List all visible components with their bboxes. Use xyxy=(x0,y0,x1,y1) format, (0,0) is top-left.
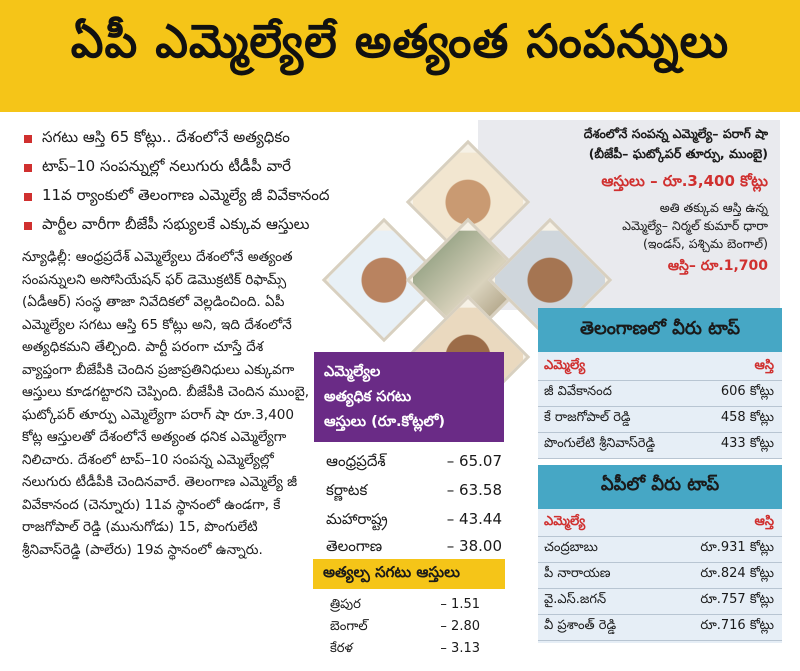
mla-asset: రూ.716 కోట్లు xyxy=(700,618,774,633)
mla-name: జీ వివేకానంద xyxy=(544,384,612,399)
telangana-table-header xyxy=(538,308,782,352)
state-avg-row: కర్ణాటక – 63.58 xyxy=(326,481,502,503)
mla-asset: రూ.931 కోట్లు xyxy=(700,540,774,555)
table-row: చంద్రబాబు రూ.931 కోట్లు xyxy=(538,536,782,563)
avg-assets-title-line: ఆస్తులు (రూ.కోట్లలో) xyxy=(324,414,446,430)
table-header-row: ఎమ్మెల్యే ఆస్తి xyxy=(538,510,782,537)
mla-asset: రూ.757 కోట్లు xyxy=(700,592,774,607)
bullet-text: పార్టీల వారీగా బీజేపీ సభ్యులకే ఎక్కువ ఆస… xyxy=(42,215,310,233)
lowest-avg-title: అత్యల్ప సగటు ఆస్తులు xyxy=(323,563,460,581)
mla-asset: రూ.824 కోట్లు xyxy=(700,566,774,581)
lowest-avg-row: బెంగాల్‌ – 2.80 xyxy=(330,619,480,637)
table-row: కే రాజగోపాల్‌ రెడ్డి 458 కోట్లు xyxy=(538,406,782,433)
table-row: పొంగులేటి శ్రీనివాస్‌రెడ్డి 433 కోట్లు xyxy=(538,432,782,459)
state-value: – 3.13 xyxy=(440,641,480,656)
state-name: తెలంగాణ xyxy=(326,537,383,555)
state-value: – 65.07 xyxy=(446,452,502,470)
lowest-asset-value: ఆస్తి– రూ.1,700 xyxy=(667,258,768,274)
bullet-item: సగటు ఆస్తి 65 కోట్లు.. దేశంలోనే అత్యధికం xyxy=(24,128,290,150)
state-name: కర్ణాటక xyxy=(326,481,368,499)
page-headline: ఏపీ ఎమ్మెల్యేలే అత్యంత సంపన్నులు xyxy=(70,14,730,68)
table-header-row: ఎమ్మెల్యే ఆస్తి xyxy=(538,354,782,381)
lowest-asset-intro: అతి తక్కువ ఆస్తి ఉన్న xyxy=(659,200,768,215)
table-row: వీ ప్రశాంత్‌ రెడ్డి రూ.716 కోట్లు xyxy=(538,614,782,641)
avg-assets-header xyxy=(314,352,504,442)
bullet-square-icon xyxy=(24,222,32,230)
state-name: కేరళ xyxy=(330,641,353,656)
mla-name: వై.ఎస్‌.జగన్‌ xyxy=(544,592,607,607)
bullet-text: టాప్‌–10 సంపన్నుల్లో నలుగురు టీడీపీ వారే xyxy=(42,157,292,175)
state-value: – 1.51 xyxy=(440,597,480,612)
table-row: పీ నారాయణ రూ.824 కోట్లు xyxy=(538,562,782,589)
state-value: – 63.58 xyxy=(446,481,502,499)
lowest-avg-row: త్రిపుర – 1.51 xyxy=(330,597,480,615)
avg-assets-title-line: ఎమ్మెల్యేల xyxy=(324,364,381,380)
state-name: బెంగాల్‌ xyxy=(330,619,368,634)
ap-table-title: ఏపీలో వీరు టాప్‌ xyxy=(600,474,720,495)
state-avg-row: ఆంధ్రప్రదేశ్‌ – 65.07 xyxy=(326,452,502,474)
mla-asset: 606 కోట్లు xyxy=(720,384,774,399)
state-name: త్రిపుర xyxy=(330,597,361,612)
mla-asset: 433 కోట్లు xyxy=(720,436,774,451)
table-row: వై.ఎస్‌.జగన్‌ రూ.757 కోట్లు xyxy=(538,588,782,615)
telangana-table-bg xyxy=(538,352,782,458)
col-header-mla: ఎమ్మెల్యే xyxy=(544,514,586,529)
bullet-square-icon xyxy=(24,164,32,172)
richest-mla-panel: దేశంలోనే సంపన్న ఎమ్మెల్యే– పరాగ్‌ షా (బీ… xyxy=(478,120,780,310)
state-name: ఆంధ్రప్రదేశ్‌ xyxy=(326,452,386,470)
col-header-asset: ఆస్తి xyxy=(754,514,774,529)
state-name: మహారాష్ట్ర xyxy=(326,510,388,528)
state-avg-row: మహారాష్ట్ర – 43.44 xyxy=(326,510,502,532)
bullet-square-icon xyxy=(24,193,32,201)
avg-assets-title-line: అత్యధిక సగటు xyxy=(324,389,412,405)
state-value: – 43.44 xyxy=(446,510,502,528)
mla-name: వీ ప్రశాంత్‌ రెడ్డి xyxy=(544,618,617,633)
richest-mla-assets: ఆస్తులు – రూ.3,400 కోట్లు xyxy=(601,172,768,190)
headline-banner xyxy=(0,0,800,112)
ap-table-header xyxy=(538,465,782,509)
lowest-avg-row: కేరళ – 3.13 xyxy=(330,641,480,659)
lowest-asset-mla: ఎమ్మెల్యే– నిర్మల్‌ కుమార్‌ ధారా xyxy=(622,218,768,233)
article-body: న్యూఢిల్లీ: ఆంధ్రప్రదేశ్‌ ఎమ్మెల్యేలు దే… xyxy=(22,246,314,561)
state-value: – 2.80 xyxy=(440,619,480,634)
ap-table-bg xyxy=(538,509,782,643)
mla-name: పొంగులేటి శ్రీనివాస్‌రెడ్డి xyxy=(544,436,656,451)
col-header-asset: ఆస్తి xyxy=(754,358,774,373)
article-paragraph: న్యూఢిల్లీ: ఆంధ్రప్రదేశ్‌ ఎమ్మెల్యేలు దే… xyxy=(22,249,310,558)
richest-mla-line: దేశంలోనే సంపన్న ఎమ్మెల్యే– పరాగ్‌ షా xyxy=(583,126,768,141)
state-value: – 38.00 xyxy=(446,537,502,555)
avg-assets-title: ఎమ్మెల్యేల అత్యధిక సగటు ఆస్తులు (రూ.కోట్… xyxy=(324,360,484,435)
telangana-table-title: తెలంగాణలో వీరు టాప్‌ xyxy=(579,318,740,339)
mla-name: కే రాజగోపాల్‌ రెడ్డి xyxy=(544,410,631,425)
mla-name: చంద్రబాబు xyxy=(544,540,598,555)
mla-name: పీ నారాయణ xyxy=(544,566,611,581)
bullet-text: సగటు ఆస్తి 65 కోట్లు.. దేశంలోనే అత్యధికం xyxy=(42,128,290,146)
richest-mla-party: (బీజేపీ– ఘట్కోపర్‌ తూర్పు, ముంబై) xyxy=(588,146,768,161)
bullet-item: టాప్‌–10 సంపన్నుల్లో నలుగురు టీడీపీ వారే xyxy=(24,157,291,179)
bullet-item: పార్టీల వారీగా బీజేపీ సభ్యులకే ఎక్కువ ఆస… xyxy=(24,215,310,237)
bullet-square-icon xyxy=(24,135,32,143)
lowest-avg-header xyxy=(313,559,505,589)
mla-asset: 458 కోట్లు xyxy=(720,410,774,425)
bullet-text: 11వ ర్యాంకులో తెలంగాణ ఎమ్మెల్యే జీ వివేక… xyxy=(42,186,330,204)
table-row: జీ వివేకానంద 606 కోట్లు xyxy=(538,380,782,407)
bullet-item: 11వ ర్యాంకులో తెలంగాణ ఎమ్మెల్యే జీ వివేక… xyxy=(24,186,330,208)
col-header-mla: ఎమ్మెల్యే xyxy=(544,358,586,373)
lowest-asset-constituency: (ఇండస్‌, పశ్చిమ బెంగాల్‌) xyxy=(643,236,768,251)
state-avg-row: తెలంగాణ – 38.00 xyxy=(326,537,502,559)
